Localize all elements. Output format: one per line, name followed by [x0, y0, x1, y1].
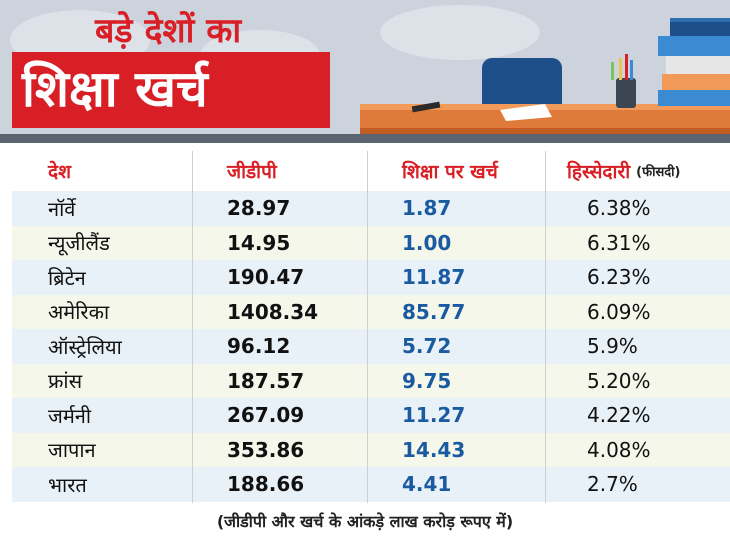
share-header-label: हिस्सेदारी — [567, 161, 631, 183]
chart-supertitle: बड़े देशों का — [95, 11, 242, 51]
gdp-cell: 267.09 — [227, 403, 305, 428]
gdp-cell: 188.66 — [227, 472, 305, 497]
column-divider — [192, 151, 193, 503]
gdp-cell: 1408.34 — [227, 299, 319, 324]
table-row: नॉर्वे 28.97 1.87 6.38% — [12, 191, 730, 226]
table-row: जापान 353.86 14.43 4.08% — [12, 432, 730, 467]
pen-holder-icon — [616, 78, 636, 108]
chair-icon — [482, 58, 562, 118]
column-divider — [545, 151, 546, 503]
share-cell: 6.31% — [587, 230, 651, 255]
share-cell: 5.9% — [587, 334, 638, 359]
share-cell: 5.20% — [587, 368, 651, 393]
share-cell: 2.7% — [587, 472, 638, 497]
footnote: (जीडीपी और खर्च के आंकड़े लाख करोड़ रूपए… — [216, 512, 514, 531]
data-table: देश जीडीपी शिक्षा पर खर्च हिस्सेदारी (फी… — [12, 151, 730, 503]
table-row: जर्मनी 267.09 11.27 4.22% — [12, 398, 730, 433]
education-cell: 14.43 — [402, 437, 466, 462]
classroom-illustration — [360, 18, 730, 134]
country-cell: जापान — [48, 438, 96, 463]
column-header-education: शिक्षा पर खर्च — [402, 161, 498, 183]
country-cell: न्यूजीलैंड — [48, 231, 110, 256]
country-cell: भारत — [48, 472, 87, 497]
header-divider — [0, 134, 730, 143]
country-cell: ब्रिटेन — [48, 265, 86, 290]
chart-title: शिक्षा खर्च — [22, 60, 208, 118]
column-header-share: हिस्सेदारी (फीसदी) — [567, 151, 680, 191]
gdp-cell: 190.47 — [227, 265, 305, 290]
share-cell: 6.09% — [587, 299, 651, 324]
table-row: ऑस्ट्रेलिया 96.12 5.72 5.9% — [12, 329, 730, 364]
education-cell: 11.87 — [402, 265, 466, 290]
paper-icon — [500, 104, 552, 121]
share-cell: 6.38% — [587, 196, 651, 221]
world-map-decoration — [380, 5, 540, 60]
table-header-row: देश जीडीपी शिक्षा पर खर्च हिस्सेदारी (फी… — [12, 151, 730, 191]
table-body: नॉर्वे 28.97 1.87 6.38% न्यूजीलैंड 14.95 1.00 6… — [12, 191, 730, 502]
country-cell: जर्मनी — [48, 403, 92, 428]
table-row: फ्रांस 187.57 9.75 5.20% — [12, 363, 730, 398]
book-icon — [411, 101, 441, 113]
gdp-cell: 28.97 — [227, 196, 291, 221]
desk-icon — [360, 108, 730, 130]
title-background — [12, 52, 330, 128]
gdp-cell: 353.86 — [227, 437, 305, 462]
column-header-gdp: जीडीपी — [227, 161, 277, 183]
gdp-cell: 187.57 — [227, 368, 305, 393]
header-banner: बड़े देशों का शिक्षा खर्च — [0, 0, 730, 143]
education-cell: 9.75 — [402, 368, 452, 393]
education-cell: 5.72 — [402, 334, 452, 359]
book-stack-icon — [658, 90, 730, 106]
gdp-cell: 96.12 — [227, 334, 291, 359]
country-cell: फ्रांस — [48, 369, 83, 394]
share-cell: 6.23% — [587, 265, 651, 290]
table-row: अमेरिका 1408.34 85.77 6.09% — [12, 294, 730, 329]
column-divider — [367, 151, 368, 503]
country-cell: ऑस्ट्रेलिया — [48, 334, 122, 359]
education-cell: 1.87 — [402, 196, 452, 221]
gdp-cell: 14.95 — [227, 230, 291, 255]
education-cell: 4.41 — [402, 472, 452, 497]
share-cell: 4.22% — [587, 403, 651, 428]
column-header-country: देश — [48, 161, 72, 183]
table-row: भारत 188.66 4.41 2.7% — [12, 467, 730, 502]
table-row: ब्रिटेन 190.47 11.87 6.23% — [12, 260, 730, 295]
country-cell: नॉर्वे — [48, 196, 76, 221]
share-cell: 4.08% — [587, 437, 651, 462]
share-unit-label: (फीसदी) — [636, 165, 681, 180]
education-cell: 1.00 — [402, 230, 452, 255]
education-cell: 11.27 — [402, 403, 466, 428]
table-row: न्यूजीलैंड 14.95 1.00 6.31% — [12, 225, 730, 260]
education-cell: 85.77 — [402, 299, 466, 324]
country-cell: अमेरिका — [48, 300, 110, 325]
